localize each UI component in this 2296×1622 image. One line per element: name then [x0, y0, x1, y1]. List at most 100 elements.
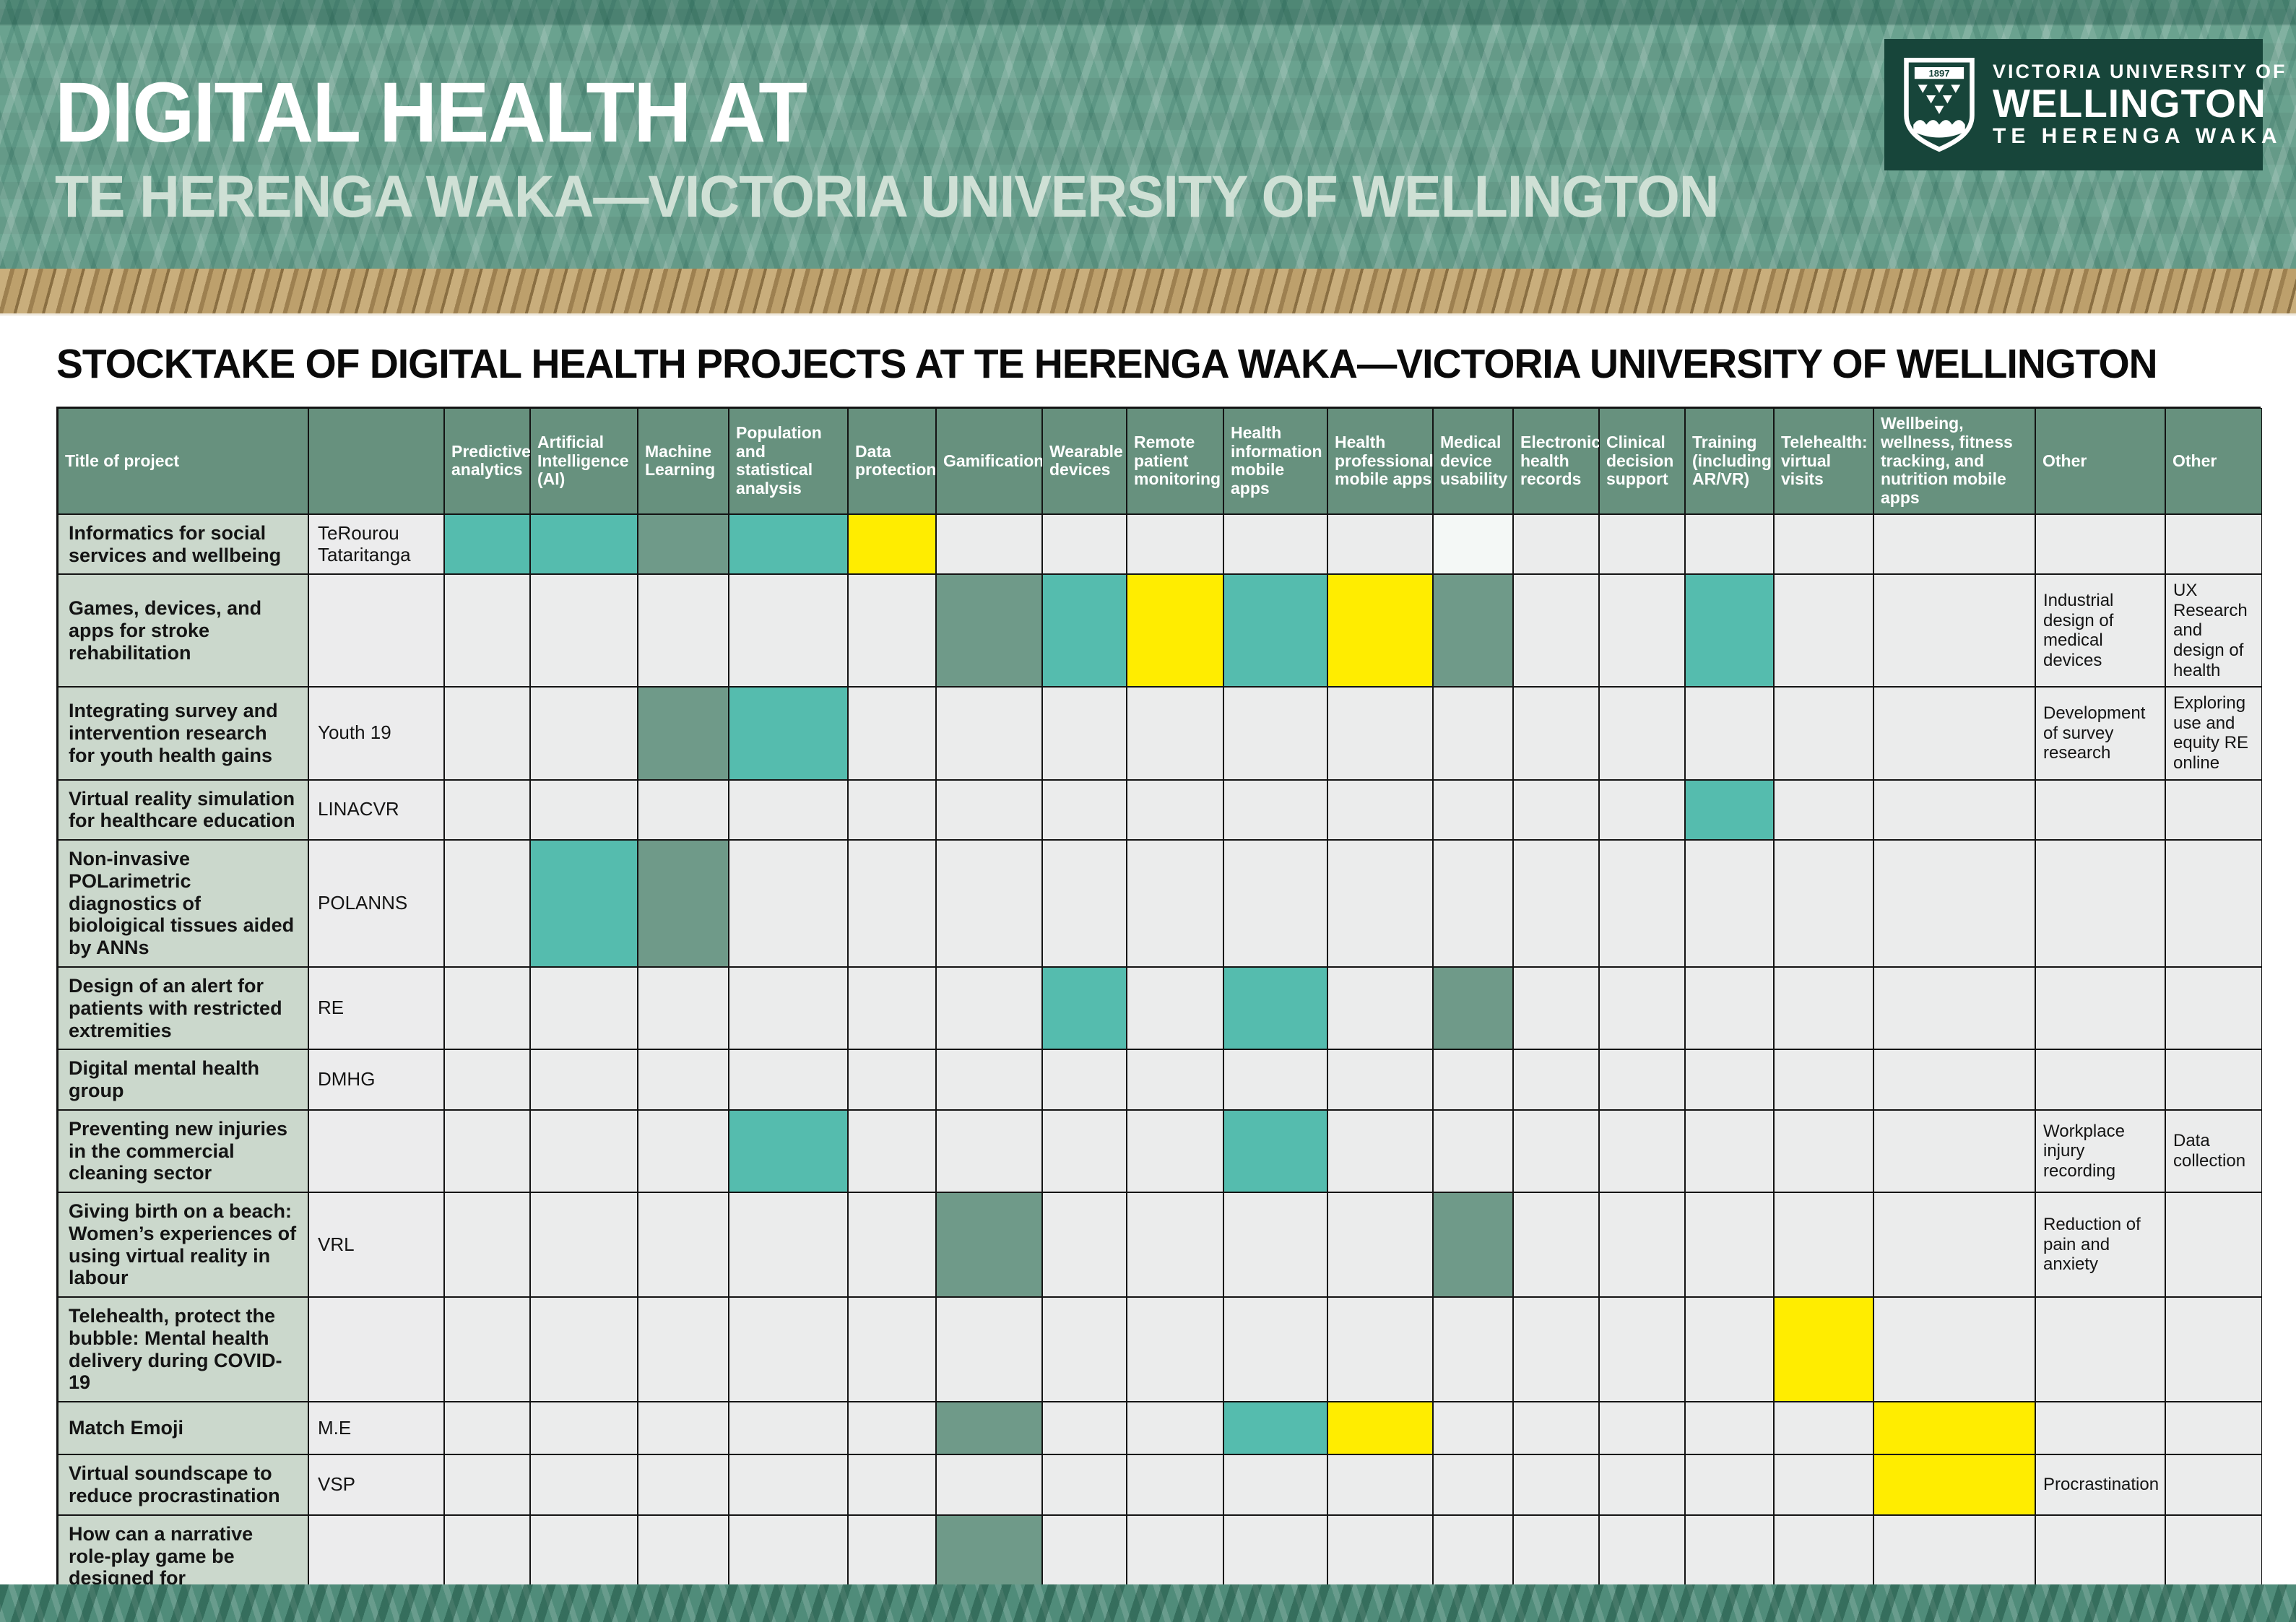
matrix-cell-wearable	[1042, 1402, 1127, 1455]
matrix-cell-gamification	[936, 1049, 1042, 1110]
matrix-cell-wearable	[1042, 1297, 1127, 1402]
project-title-cell: Non-invasive POLarimetric diagnostics of…	[58, 840, 308, 967]
matrix-cell-population	[729, 1402, 848, 1455]
matrix-cell-wearable	[1042, 687, 1127, 780]
matrix-cell-wellbeing	[1873, 574, 2035, 688]
matrix-cell-wellbeing	[1873, 1402, 2035, 1455]
matrix-cell-gamification	[936, 574, 1042, 688]
table-row: Informatics for social services and well…	[58, 513, 2262, 575]
matrix-cell-training	[1685, 1454, 1774, 1515]
matrix-cell-medical_device	[1433, 1454, 1513, 1515]
matrix-cell-data_protection	[848, 1297, 936, 1402]
matrix-cell-data_protection	[848, 687, 936, 780]
matrix-cell-population	[729, 1049, 848, 1110]
project-acronym-cell: RE	[308, 966, 444, 1050]
matrix-cell-health_prof	[1327, 779, 1433, 841]
matrix-cell-medical_device	[1433, 840, 1513, 967]
project-acronym-cell: TeRourou Tataritanga	[308, 513, 444, 575]
matrix-cell-clinical_decision	[1599, 687, 1685, 780]
matrix-cell-health_info	[1223, 687, 1327, 780]
other-cell-1	[2035, 1297, 2165, 1402]
table-row: Integrating survey and intervention rese…	[58, 687, 2262, 780]
matrix-cell-wellbeing	[1873, 966, 2035, 1050]
header-population: Population and statistical analysis	[729, 408, 848, 514]
matrix-cell-ai	[530, 1109, 638, 1193]
other-cell-1	[2035, 966, 2165, 1050]
main-content: STOCKTAKE OF DIGITAL HEALTH PROJECTS AT …	[0, 316, 2296, 1622]
matrix-cell-predictive	[444, 1454, 530, 1515]
matrix-cell-medical_device	[1433, 1297, 1513, 1402]
matrix-cell-telehealth	[1774, 687, 1873, 780]
logo-text-line3: TE HERENGA WAKA	[1993, 124, 2282, 149]
project-acronym-cell: VSP	[308, 1454, 444, 1515]
matrix-cell-telehealth	[1774, 779, 1873, 841]
matrix-cell-ehr	[1513, 966, 1599, 1050]
other-cell-2: UX Research and design of health	[2165, 574, 2262, 688]
logo-text-line1: VICTORIA UNIVERSITY OF	[1993, 60, 2287, 82]
project-acronym-cell	[308, 1297, 444, 1402]
matrix-cell-ehr	[1513, 1192, 1599, 1298]
matrix-cell-ml	[638, 779, 729, 841]
other-cell-1: Reduction of pain and anxiety	[2035, 1192, 2165, 1298]
matrix-cell-ai	[530, 1402, 638, 1455]
matrix-cell-telehealth	[1774, 1297, 1873, 1402]
project-title-cell: Integrating survey and intervention rese…	[58, 687, 308, 780]
header-clinical_decision: Clinical decision support	[1599, 408, 1685, 514]
matrix-cell-health_prof	[1327, 1297, 1433, 1402]
matrix-cell-ml	[638, 840, 729, 967]
matrix-cell-gamification	[936, 1454, 1042, 1515]
header-wellbeing: Wellbeing, wellness, fitness tracking, a…	[1873, 408, 2035, 514]
other-cell-2	[2165, 1297, 2262, 1402]
matrix-cell-health_prof	[1327, 966, 1433, 1050]
header-acronym	[308, 408, 444, 514]
matrix-cell-clinical_decision	[1599, 1049, 1685, 1110]
matrix-cell-wearable	[1042, 1049, 1127, 1110]
matrix-cell-remote	[1127, 513, 1223, 575]
matrix-cell-training	[1685, 966, 1774, 1050]
other-cell-2	[2165, 1192, 2262, 1298]
matrix-cell-ml	[638, 574, 729, 688]
table-row: Digital mental health group DMHG	[58, 1049, 2262, 1110]
section-title: STOCKTAKE OF DIGITAL HEALTH PROJECTS AT …	[56, 341, 2158, 387]
matrix-cell-health_prof	[1327, 1402, 1433, 1455]
matrix-cell-training	[1685, 840, 1774, 967]
matrix-cell-remote	[1127, 966, 1223, 1050]
other-cell-2	[2165, 1049, 2262, 1110]
matrix-cell-gamification	[936, 687, 1042, 780]
matrix-cell-wellbeing	[1873, 779, 2035, 841]
header-ai: Artificial Intelligence (AI)	[530, 408, 638, 514]
matrix-cell-gamification	[936, 966, 1042, 1050]
matrix-cell-health_prof	[1327, 1454, 1433, 1515]
matrix-cell-wellbeing	[1873, 1109, 2035, 1193]
header-medical_device: Medical device usability	[1433, 408, 1513, 514]
matrix-cell-wearable	[1042, 1454, 1127, 1515]
matrix-cell-ehr	[1513, 840, 1599, 967]
matrix-cell-ml	[638, 513, 729, 575]
matrix-cell-wearable	[1042, 1192, 1127, 1298]
table-row: Match Emoji M.E	[58, 1402, 2262, 1455]
other-cell-2	[2165, 513, 2262, 575]
matrix-cell-health_prof	[1327, 1049, 1433, 1110]
matrix-cell-remote	[1127, 1192, 1223, 1298]
matrix-cell-ehr	[1513, 1109, 1599, 1193]
matrix-cell-telehealth	[1774, 966, 1873, 1050]
matrix-cell-remote	[1127, 574, 1223, 688]
header-other-2: Other	[2165, 408, 2262, 514]
matrix-cell-clinical_decision	[1599, 1402, 1685, 1455]
project-title-cell: Virtual soundscape to reduce procrastina…	[58, 1454, 308, 1515]
woven-divider	[0, 269, 2296, 316]
matrix-cell-remote	[1127, 779, 1223, 841]
other-cell-2: Exploring use and equity RE online	[2165, 687, 2262, 780]
header-predictive: Predictive analytics	[444, 408, 531, 514]
matrix-cell-medical_device	[1433, 966, 1513, 1050]
other-cell-1	[2035, 779, 2165, 841]
matrix-cell-training	[1685, 1402, 1774, 1455]
other-cell-1: Development of survey research	[2035, 687, 2165, 780]
project-title-cell: Virtual reality simulation for healthcar…	[58, 779, 308, 841]
matrix-cell-clinical_decision	[1599, 840, 1685, 967]
matrix-cell-health_prof	[1327, 1192, 1433, 1298]
matrix-cell-ehr	[1513, 1049, 1599, 1110]
matrix-cell-predictive	[444, 1049, 530, 1110]
matrix-cell-ml	[638, 1454, 729, 1515]
